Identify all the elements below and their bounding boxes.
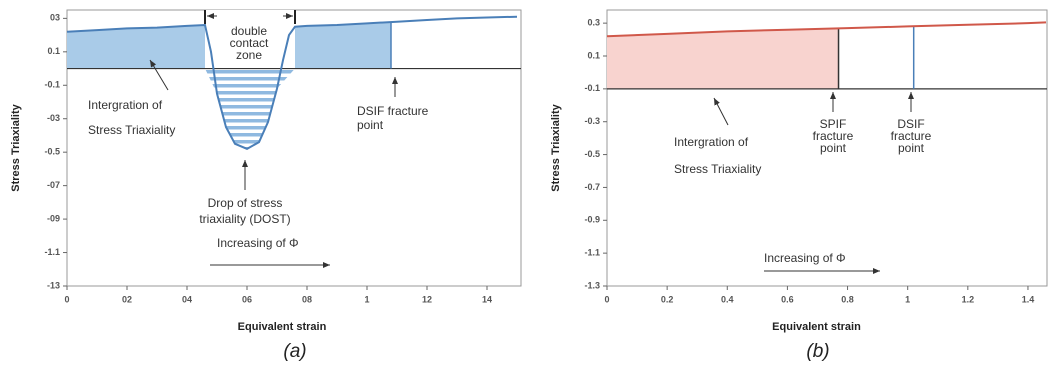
annotation: DSIF xyxy=(897,117,924,131)
panel-label: (a) xyxy=(283,341,306,362)
panel-label: (b) xyxy=(806,341,829,362)
x-axis-title: Equivalent strain xyxy=(238,321,327,333)
y-tick-label: -0.5 xyxy=(44,147,60,157)
annotation: point xyxy=(820,141,847,155)
x-tick-label: 1.4 xyxy=(1022,294,1035,304)
x-tick-label: 14 xyxy=(482,294,492,304)
y-tick-label: 0.1 xyxy=(47,46,60,56)
annotation: Stress Triaxiality xyxy=(88,123,175,137)
x-tick-label: 02 xyxy=(122,294,132,304)
y-tick-label: -1.1 xyxy=(584,248,600,258)
annotation: double xyxy=(231,24,267,38)
y-tick-label: 0.3 xyxy=(587,18,600,28)
y-tick-label: -13 xyxy=(47,280,60,290)
x-tick-label: 1 xyxy=(364,294,369,304)
annotation: point xyxy=(357,118,384,132)
y-tick-label: -09 xyxy=(47,213,60,223)
annotation-arrow xyxy=(149,59,169,91)
y-tick-label: -0.1 xyxy=(584,83,600,93)
y-axis-title: Stress Triaxiality xyxy=(10,103,22,191)
y-tick-label: -07 xyxy=(47,180,60,190)
x-tick-label: 0 xyxy=(604,294,609,304)
integration-area xyxy=(607,28,839,89)
y-tick-label: 0.1 xyxy=(587,50,600,60)
annotation: Intergration of xyxy=(674,135,749,149)
x-tick-label: 0.4 xyxy=(721,294,734,304)
annotation: Intergration of xyxy=(88,98,163,112)
y-tick-label: -1.3 xyxy=(584,280,600,290)
x-tick-label: 0.8 xyxy=(841,294,854,304)
annotation: fracture xyxy=(813,129,854,143)
stress-line xyxy=(66,15,518,150)
x-axis-title: Equivalent strain xyxy=(772,321,861,333)
y-tick-label: 03 xyxy=(50,13,60,23)
x-tick-label: 12 xyxy=(422,294,432,304)
x-tick-label: 1.2 xyxy=(962,294,975,304)
y-tick-label: -0.5 xyxy=(584,149,600,159)
y-axis-title: Stress Triaxiality xyxy=(550,103,562,191)
y-tick-label: -03 xyxy=(47,113,60,123)
annotation-arrow xyxy=(713,97,729,126)
annotation: contact xyxy=(230,36,269,50)
y-tick-label: -0.9 xyxy=(584,215,600,225)
x-tick-label: 0.6 xyxy=(781,294,794,304)
x-tick-label: 1 xyxy=(905,294,910,304)
annotation: Drop of stress xyxy=(208,196,283,210)
annotation: fracture xyxy=(891,129,932,143)
annotation: point xyxy=(898,141,925,155)
annotation: SPIF xyxy=(820,117,847,131)
contact-zone xyxy=(205,10,295,69)
x-tick-label: 04 xyxy=(182,294,192,304)
y-tick-label: -0.7 xyxy=(584,182,600,192)
annotation: DSIF fracture xyxy=(357,104,429,118)
y-tick-label: -1.1 xyxy=(44,247,60,257)
stress-line xyxy=(606,21,1047,38)
annotation: Increasing of Φ xyxy=(217,236,299,250)
y-tick-label: -0.1 xyxy=(44,80,60,90)
x-tick-label: 0.2 xyxy=(661,294,674,304)
y-tick-label: -0.3 xyxy=(584,116,600,126)
annotation: Increasing of Φ xyxy=(764,251,846,265)
annotation: Stress Triaxiality xyxy=(674,162,761,176)
x-tick-label: 08 xyxy=(302,294,312,304)
annotation: triaxiality (DOST) xyxy=(199,212,290,226)
x-tick-label: 0 xyxy=(64,294,69,304)
x-tick-label: 06 xyxy=(242,294,252,304)
annotation: zone xyxy=(236,48,262,62)
